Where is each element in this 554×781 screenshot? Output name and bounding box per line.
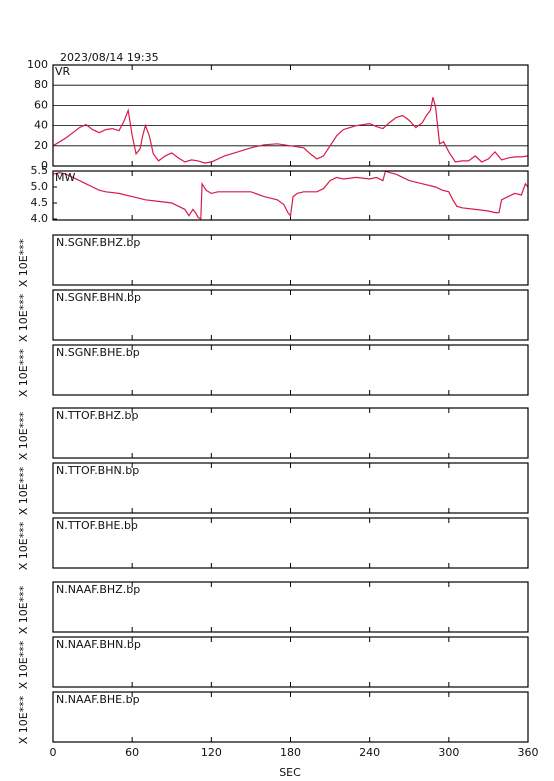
y-axis-label: X 10E*** <box>17 695 30 744</box>
panel-frame <box>52 64 529 167</box>
x-tick-label: 120 <box>201 746 222 759</box>
panel-label: N.SGNF.BHN.bp <box>56 291 141 304</box>
y-axis-label: X 10E*** <box>17 411 30 460</box>
date: 2023/08/14 19:35 <box>60 51 159 64</box>
panel-label: N.SGNF.BHE.bp <box>56 346 140 359</box>
y-axis-label: X 10E*** <box>17 585 30 634</box>
y-tick-label: 4.5 <box>31 196 49 209</box>
panel-label: N.NAAF.BHE.bp <box>56 693 140 706</box>
x-tick-label: 240 <box>359 746 380 759</box>
series-line <box>52 170 529 221</box>
y-axis-label: X 10E*** <box>17 293 30 342</box>
panel-label: VR <box>55 65 71 78</box>
x-tick-label: 60 <box>125 746 139 759</box>
y-axis-label: X 10E*** <box>17 640 30 689</box>
y-tick-label: 5.5 <box>31 164 49 177</box>
y-tick-label: 100 <box>27 58 48 71</box>
panel-label: N.NAAF.BHZ.bp <box>56 583 140 596</box>
y-axis-label: X 10E*** <box>17 521 30 570</box>
y-tick-label: 20 <box>34 139 48 152</box>
series-line <box>52 97 529 164</box>
x-tick-label: 180 <box>280 746 301 759</box>
x-tick-label: 360 <box>518 746 539 759</box>
x-tick-label: 0 <box>50 746 57 759</box>
y-tick-label: 40 <box>34 119 48 132</box>
y-tick-label: 80 <box>34 78 48 91</box>
panel-label: N.SGNF.BHZ.bp <box>56 236 140 249</box>
y-tick-label: 4.0 <box>31 212 49 225</box>
panel-label: N.TTOF.BHN.bp <box>56 464 139 477</box>
y-tick-label: 0 <box>41 159 48 172</box>
y-axis-label: X 10E*** <box>17 466 30 515</box>
y-tick-label: 5.0 <box>31 180 49 193</box>
y-axis-label: X 10E*** <box>17 238 30 287</box>
panel-frame <box>52 170 529 221</box>
panel-label: N.TTOF.BHE.bp <box>56 519 138 532</box>
y-axis-label: X 10E*** <box>17 348 30 397</box>
x-tick-label: 300 <box>438 746 459 759</box>
panel-label: MW <box>55 171 75 184</box>
x-axis-label: SEC <box>279 766 301 779</box>
panel-label: N.NAAF.BHN.bp <box>56 638 141 651</box>
panel-label: N.TTOF.BHZ.bp <box>56 409 139 422</box>
y-tick-label: 60 <box>34 98 48 111</box>
